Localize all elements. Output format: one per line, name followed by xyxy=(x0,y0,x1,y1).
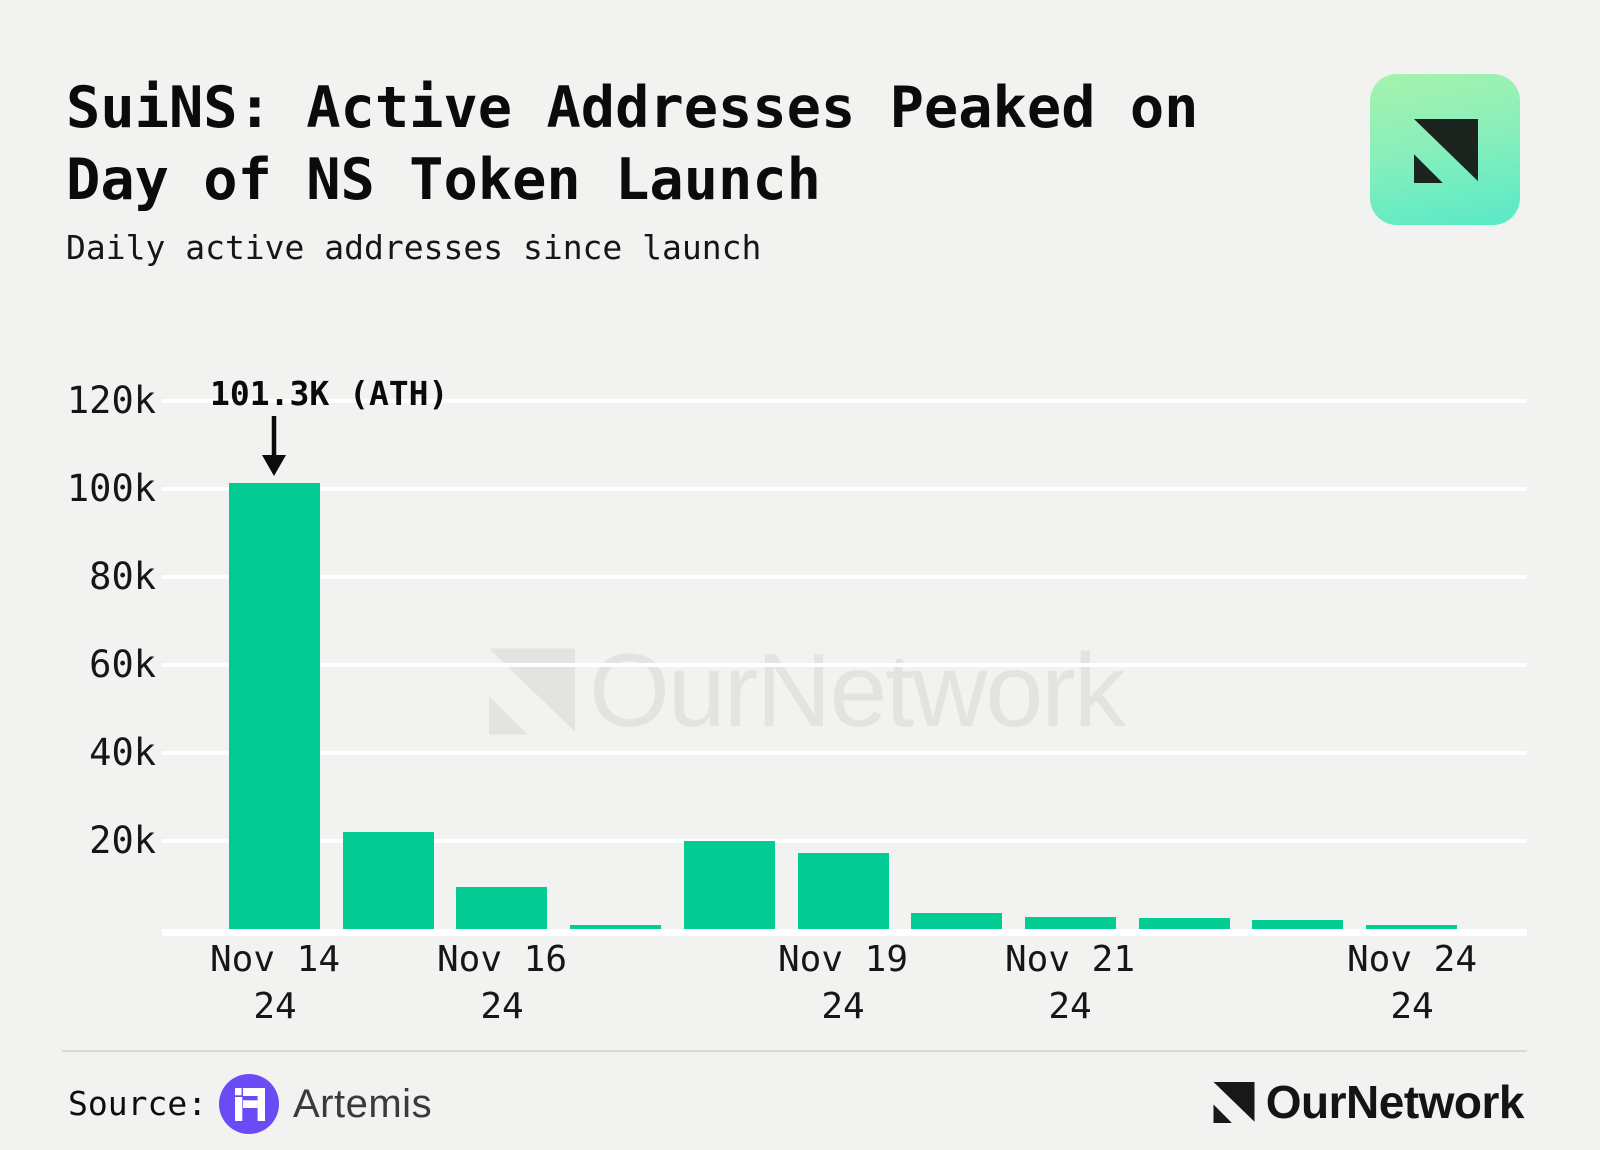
x-axis-line xyxy=(162,929,1527,936)
gridline xyxy=(162,575,1527,579)
y-axis-tick-label: 60k xyxy=(89,643,156,686)
bar xyxy=(229,483,320,929)
x-axis-tick-label: Nov 21 24 xyxy=(1004,939,1136,1027)
bar xyxy=(343,832,434,929)
gridline xyxy=(162,839,1527,843)
bar xyxy=(1025,917,1116,929)
artemis-logo-icon xyxy=(235,1088,265,1121)
ournetwork-logo-icon xyxy=(1414,119,1478,183)
footer-divider xyxy=(62,1050,1527,1052)
y-axis-tick-label: 40k xyxy=(89,731,156,774)
ournetwork-brand-icon xyxy=(1213,1081,1255,1123)
ournetwork-logo-card xyxy=(1370,74,1520,225)
y-axis-tick-label: 120k xyxy=(66,379,156,422)
title-brand: SuiNS: xyxy=(66,75,272,141)
y-axis-tick-label: 80k xyxy=(89,555,156,598)
bar xyxy=(570,925,661,929)
watermark-text: OurNetwork xyxy=(589,632,1126,749)
ournetwork-brand-name: OurNetwork xyxy=(1265,1076,1525,1128)
source-name: Artemis xyxy=(293,1082,433,1126)
source-label: Source: xyxy=(68,1084,208,1123)
title-rest: Active Addresses Peaked on Day of NS Tok… xyxy=(66,75,1199,213)
page-title: SuiNS: Active Addresses Peaked on Day of… xyxy=(66,72,1316,216)
y-axis-tick-label: 20k xyxy=(89,819,156,862)
gridline xyxy=(162,487,1527,491)
x-axis-tick-label: Nov 14 24 xyxy=(209,939,341,1027)
plot-area: OurNetwork 20k 40k 60k 80k 100k 120k Nov 14 24 N… xyxy=(66,374,1527,1027)
bar xyxy=(1139,918,1230,929)
bar xyxy=(798,853,889,929)
y-axis-tick-label: 100k xyxy=(66,467,156,510)
bar xyxy=(456,887,547,929)
ournetwork-brand: OurNetwork xyxy=(1212,1076,1525,1128)
watermark: OurNetwork xyxy=(489,630,1126,752)
bar xyxy=(1252,920,1343,929)
gridline xyxy=(162,663,1527,667)
bar xyxy=(911,913,1002,929)
ath-annotation-label: 101.3K (ATH) xyxy=(210,374,449,413)
gridline xyxy=(162,751,1527,755)
bar xyxy=(1366,925,1457,929)
x-axis-tick-label: Nov 24 24 xyxy=(1346,939,1478,1027)
page-subtitle: Daily active addresses since launch xyxy=(66,228,762,267)
x-axis-tick-label: Nov 16 24 xyxy=(436,939,568,1027)
x-axis-tick-label: Nov 19 24 xyxy=(777,939,909,1027)
artemis-logo xyxy=(219,1074,279,1134)
gridline xyxy=(162,399,1527,403)
bar xyxy=(684,841,775,929)
watermark-logo-icon xyxy=(489,648,575,734)
ath-annotation-arrow-icon xyxy=(262,416,286,476)
